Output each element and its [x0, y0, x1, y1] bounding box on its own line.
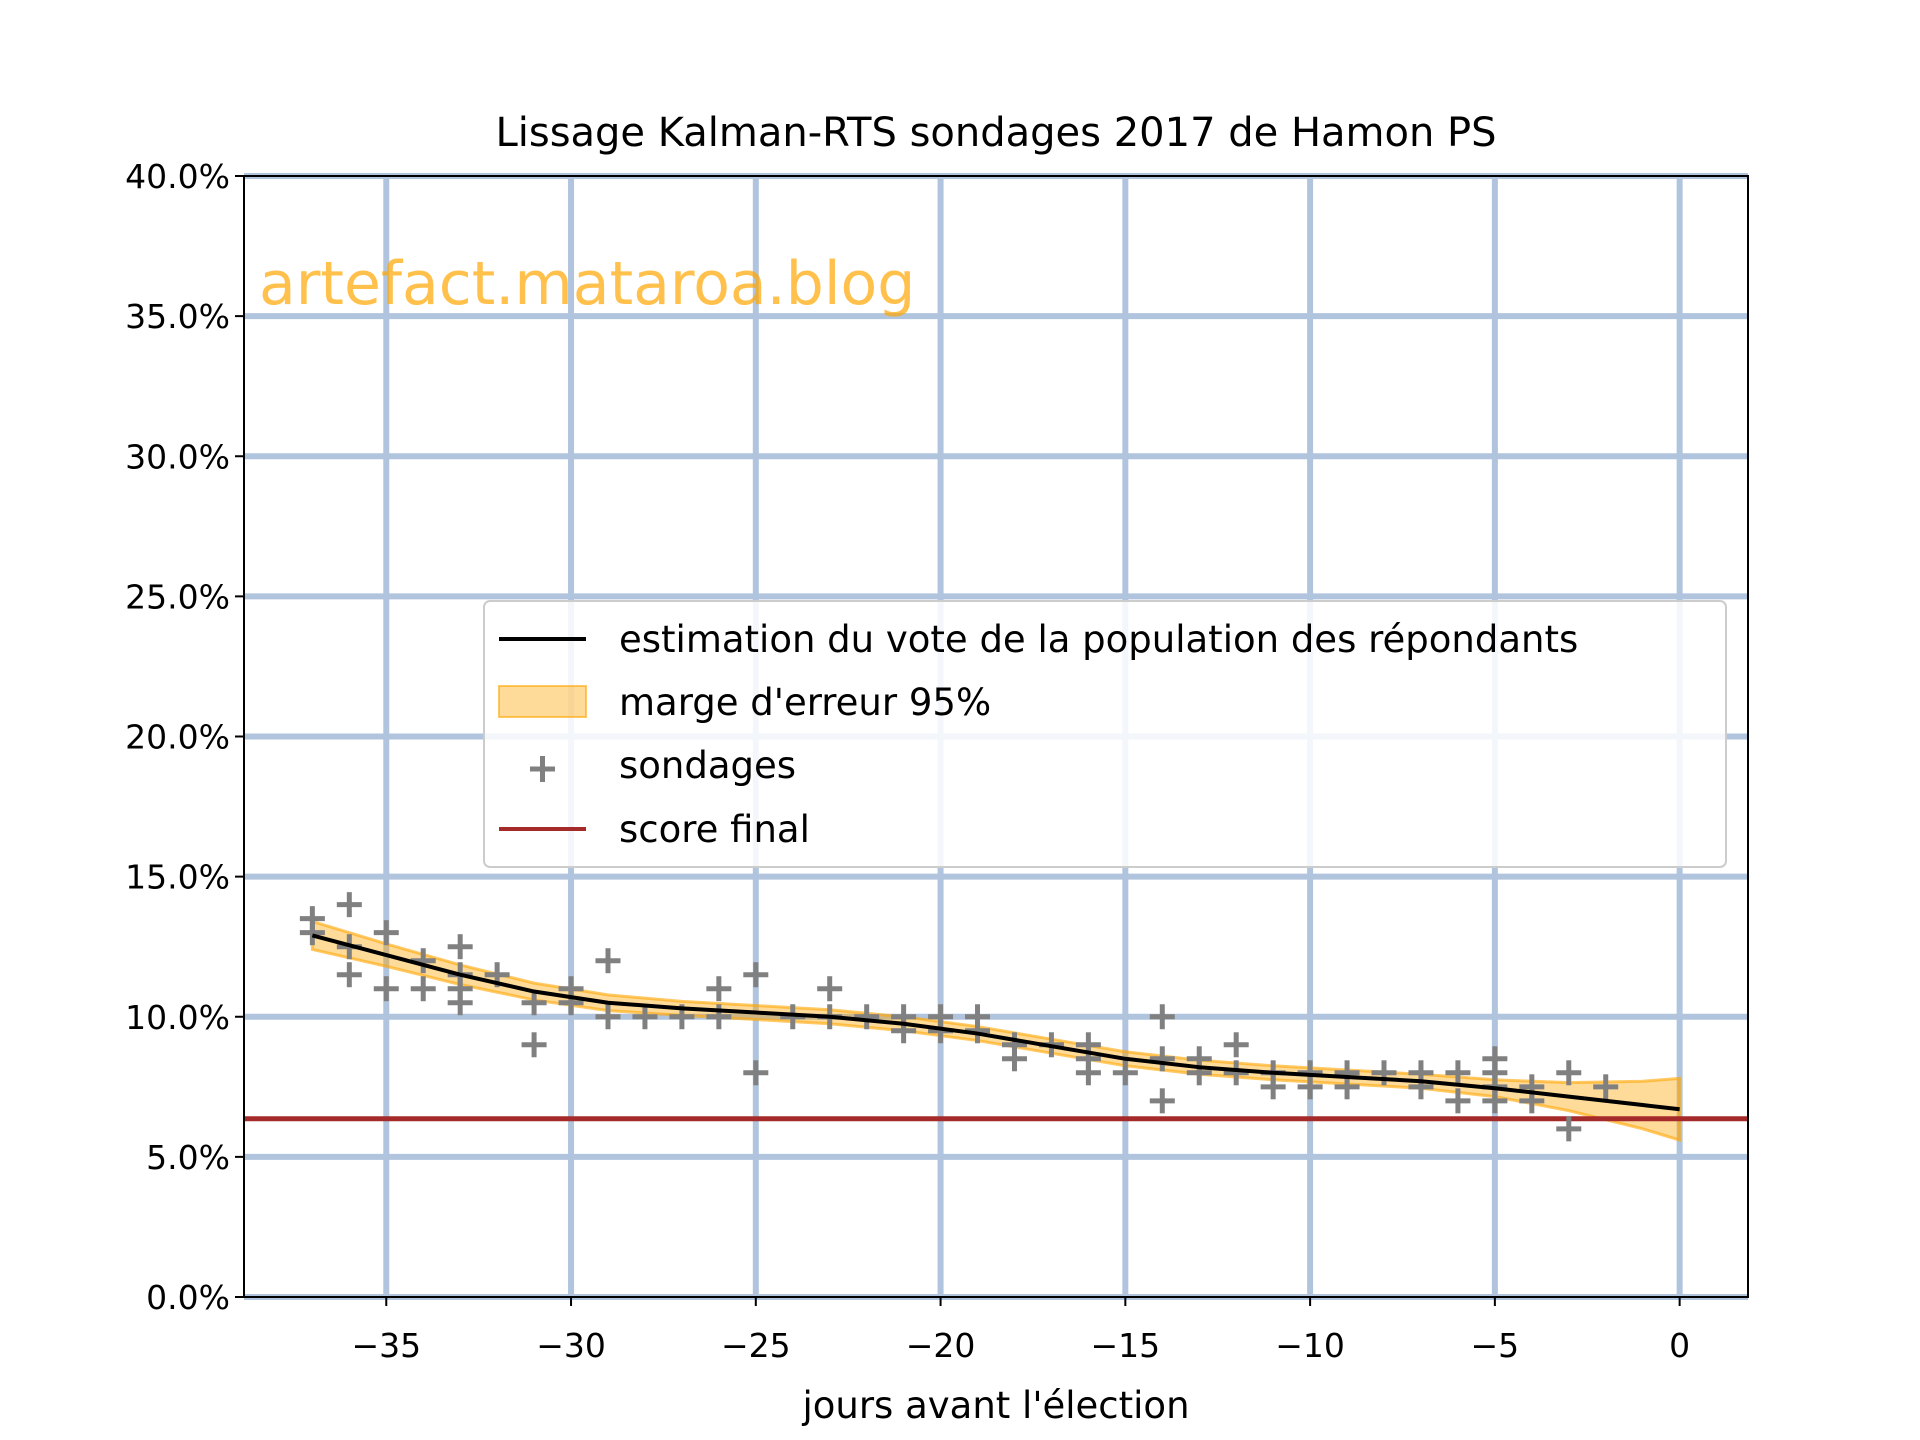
poll-point	[1149, 1088, 1175, 1114]
x-tick-label: −35	[351, 1326, 421, 1365]
poll-point	[854, 1004, 880, 1030]
poll-point	[1556, 1060, 1582, 1086]
legend-frame	[483, 600, 1727, 868]
x-tick-label: 0	[1669, 1326, 1690, 1365]
y-tick-label: 25.0%	[125, 577, 230, 616]
poll-point	[1149, 1004, 1175, 1030]
legend-band-label: marge d'erreur 95%	[619, 681, 991, 724]
poll-point	[1445, 1060, 1471, 1086]
poll-point	[521, 1032, 547, 1058]
poll-point	[299, 920, 325, 946]
poll-point	[1223, 1060, 1249, 1086]
poll-point	[1223, 1032, 1249, 1058]
poll-point	[1260, 1074, 1286, 1100]
y-tick-label: 10.0%	[125, 998, 230, 1037]
poll-point	[373, 920, 399, 946]
y-tick-label: 0.0%	[146, 1278, 230, 1317]
ticks: −35 −30 −25 −20 −15 −10 −5 0 0.0% 5.0% 10.0% 15.0% 2…	[125, 157, 1690, 1365]
estimate-curve	[311, 933, 1680, 1112]
y-tick-label: 15.0%	[125, 858, 230, 897]
watermark: artefact.mataroa.blog	[259, 249, 915, 319]
legend-estimate-label: estimation du vote de la population des …	[619, 618, 1578, 661]
legend-polls-label: sondages	[619, 744, 796, 787]
poll-point	[1556, 1116, 1582, 1142]
x-tick-label: −20	[906, 1326, 976, 1365]
poll-point	[447, 990, 473, 1016]
poll-point	[817, 976, 843, 1002]
poll-point	[1445, 1088, 1471, 1114]
poll-point	[558, 990, 584, 1016]
poll-point	[632, 1004, 658, 1030]
legend-polls-handle	[530, 756, 555, 782]
poll-point	[521, 990, 547, 1016]
poll-point	[743, 1060, 769, 1086]
x-tick-label: −25	[721, 1326, 791, 1365]
y-tick-label: 20.0%	[125, 718, 230, 757]
poll-point	[1408, 1074, 1434, 1100]
poll-point	[1075, 1060, 1101, 1086]
poll-point	[1297, 1074, 1323, 1100]
poll-point	[595, 1004, 621, 1030]
poll-point	[706, 1004, 732, 1030]
poll-point	[743, 962, 769, 988]
legend-final-label: score final	[619, 808, 810, 851]
poll-point	[373, 976, 399, 1002]
poll-point	[1149, 1046, 1175, 1072]
error-band	[310, 919, 1682, 1143]
estimate-line	[311, 933, 1680, 1112]
poll-point	[336, 892, 362, 918]
legend: estimation du vote de la population des …	[483, 600, 1727, 868]
y-tick-label: 35.0%	[125, 297, 230, 336]
y-tick-label: 30.0%	[125, 437, 230, 476]
error-band-area	[310, 919, 1682, 1143]
poll-point	[447, 934, 473, 960]
x-axis-label: jours avant l'élection	[801, 1384, 1189, 1427]
chart-title: Lissage Kalman-RTS sondages 2017 de Hamo…	[495, 110, 1496, 156]
poll-point	[410, 976, 436, 1002]
poll-point	[1001, 1046, 1027, 1072]
y-tick-label: 40.0%	[125, 157, 230, 196]
poll-point	[1371, 1060, 1397, 1086]
poll-point	[336, 962, 362, 988]
legend-band-handle	[498, 685, 587, 718]
poll-point	[1482, 1088, 1508, 1114]
x-tick-label: −5	[1471, 1326, 1520, 1365]
y-tick-label: 5.0%	[146, 1138, 230, 1177]
poll-point	[595, 948, 621, 974]
x-tick-label: −30	[536, 1326, 606, 1365]
poll-point	[1112, 1060, 1138, 1086]
x-tick-label: −10	[1275, 1326, 1345, 1365]
x-tick-label: −15	[1091, 1326, 1161, 1365]
poll-point	[706, 976, 732, 1002]
poll-point	[1186, 1060, 1212, 1086]
poll-point	[1593, 1074, 1619, 1100]
